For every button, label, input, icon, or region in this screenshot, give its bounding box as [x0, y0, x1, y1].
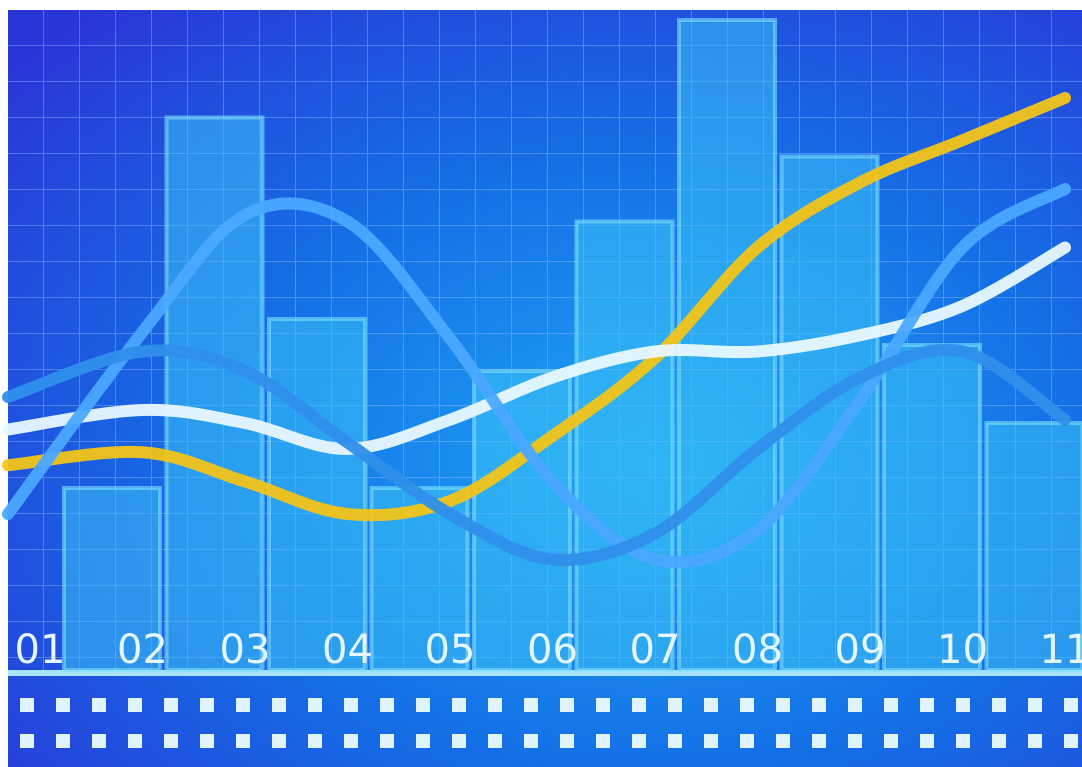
bar [164, 115, 265, 672]
x-tick-label: 10 [937, 627, 988, 673]
x-tick-label: 09 [835, 627, 886, 673]
line [2, 241, 1071, 456]
dot-strip [8, 690, 1082, 760]
bar [472, 369, 572, 672]
bar [574, 219, 675, 672]
bar [984, 421, 1082, 672]
bar [62, 486, 162, 672]
x-tick-label: 04 [322, 627, 373, 673]
x-tick-label: 11 [1040, 627, 1082, 673]
line [2, 183, 1071, 569]
bar [882, 343, 982, 672]
x-tick-label: 03 [220, 627, 271, 673]
x-tick-label: 07 [630, 627, 681, 673]
x-tick-label: 06 [527, 627, 578, 673]
x-tick-label: 05 [425, 627, 476, 673]
line [2, 343, 1071, 567]
line [2, 92, 1071, 522]
x-tick-label: 01 [15, 627, 66, 673]
bar [267, 317, 367, 672]
x-tick-label: 02 [117, 627, 168, 673]
x-tick-label: 08 [732, 627, 783, 673]
baseline [8, 670, 1082, 676]
